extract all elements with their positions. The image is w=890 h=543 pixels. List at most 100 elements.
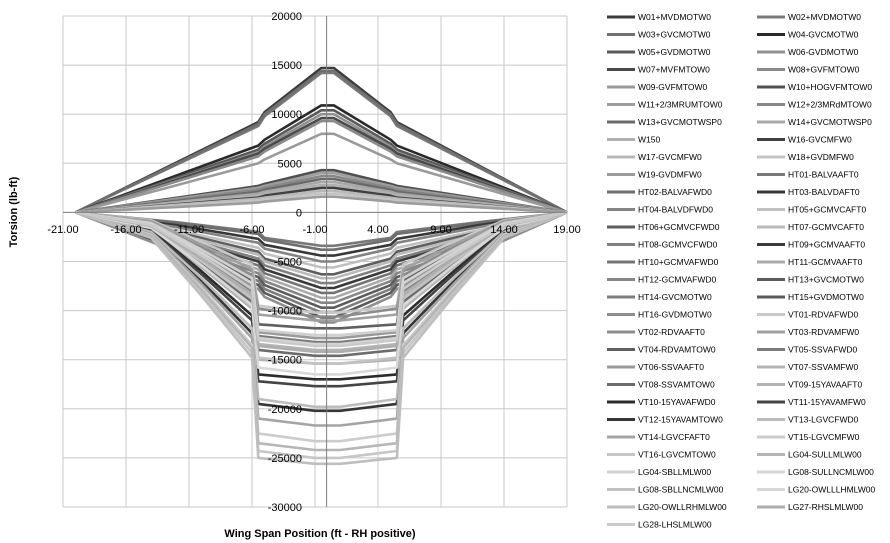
legend-entry: VT08-SSVAMTOW0 <box>638 380 715 390</box>
y-axis-title: Torsion (lb-ft) <box>8 176 20 247</box>
x-tick-label: -11.00 <box>174 224 204 236</box>
y-tick-label: 15000 <box>271 60 302 72</box>
legend-entry: W18+GVDMFW0 <box>788 152 854 162</box>
legend-entry: W02+MVDMOTW0 <box>788 12 861 22</box>
legend-entry: VT05-SSVAFWD0 <box>788 345 858 355</box>
legend-entry: HT03-BALVDAFT0 <box>788 187 860 197</box>
series-line <box>75 211 568 337</box>
x-tick-label: 14.00 <box>490 224 518 236</box>
axes <box>63 16 567 507</box>
y-tick-label: -5000 <box>274 257 302 269</box>
legend-entry: HT15+GVDMOTW0 <box>788 292 864 302</box>
y-tick-labels: -30000 -25000 -20000 -15000 -10000 -5000 0 5000… <box>268 11 302 514</box>
legend-entry: W13+GVCMOTWSP0 <box>638 117 722 127</box>
legend-entry: VT14-LGVCFAFT0 <box>638 432 710 442</box>
series-line <box>75 211 568 280</box>
legend-entry: HT07-GCMVCAFT0 <box>788 222 864 232</box>
y-tick-label: 10000 <box>271 109 302 121</box>
series-line <box>75 132 568 214</box>
y-tick-label: -10000 <box>268 306 302 318</box>
series-line <box>75 211 568 466</box>
y-tick-label: -30000 <box>268 502 302 514</box>
legend: W01+MVDMOTW0 W02+MVDMOTW0 W03+GVCMOTW0 W04-… <box>607 12 876 530</box>
x-tick-labels: -21.00 -16.00 -11.00 -6.00 -1.00 4.00 9.00 14.0… <box>47 224 580 236</box>
series-line <box>75 211 568 295</box>
legend-entry: VT13-LGVCFWD0 <box>788 415 859 425</box>
series-line <box>75 211 568 348</box>
series-line <box>75 211 568 409</box>
legend-entry: HT09+GCMVAAFT0 <box>788 240 865 250</box>
legend-entry: LG20-OWLLLHMLW00 <box>788 485 876 495</box>
legend-entry: HT14-GVCMOTW0 <box>638 292 712 302</box>
x-tick-label: -16.00 <box>110 224 141 236</box>
legend-entry: W05+GVDMOTW0 <box>638 47 711 57</box>
legend-entry: HT16-GVDMOTW0 <box>638 310 712 320</box>
legend-entry: HT12-GCMVAFWD0 <box>638 275 717 285</box>
x-tick-label: -6.00 <box>239 224 264 236</box>
legend-entry: W11+2/3MRUMTOW0 <box>638 100 723 110</box>
legend-entry: W10+HOGVFMTOW0 <box>788 82 872 92</box>
series-line <box>75 211 568 285</box>
legend-entry: LG04-SULLMLW00 <box>788 450 862 460</box>
series-line <box>75 211 568 318</box>
legend-entry: VT16-LGVCMTOW0 <box>638 450 716 460</box>
series-line <box>75 211 568 376</box>
series-line <box>75 211 568 358</box>
legend-entry: VT03-RDVAMFW0 <box>788 327 859 337</box>
legend-entry: W04-GVCMOTW0 <box>788 30 859 40</box>
series-line <box>75 168 568 214</box>
series-line <box>75 180 568 214</box>
y-tick-label: 0 <box>296 207 302 219</box>
series-line <box>75 186 568 214</box>
y-tick-label: -25000 <box>268 453 302 465</box>
x-axis-title: Wing Span Position (ft - RH positive) <box>224 528 416 540</box>
series-line <box>75 211 568 427</box>
series-line <box>75 211 568 381</box>
legend-entry: HT10+GCMVAFWD0 <box>638 257 719 267</box>
legend-entry: VT04-RDVAMTOW0 <box>638 345 716 355</box>
series-line <box>75 211 568 443</box>
legend-entry: VT01-RDVAFWD0 <box>788 310 858 320</box>
series-line <box>75 211 568 354</box>
series-line <box>75 119 568 214</box>
legend-entry: LG28-LHSLMLW00 <box>638 520 712 530</box>
series-line <box>75 174 568 214</box>
legend-entry: W12+2/3MRdMTOW0 <box>788 100 872 110</box>
legend-entry: LG08-SULLNCMLW00 <box>788 467 874 477</box>
series-line <box>75 69 568 214</box>
series-line <box>75 211 568 257</box>
y-tick-label: -20000 <box>268 404 302 416</box>
series-line <box>75 211 568 314</box>
series-lines <box>75 66 568 466</box>
legend-entry: HT02-BALVAFWD0 <box>638 187 712 197</box>
y-tick-label: -15000 <box>268 355 302 367</box>
legend-entry: VT09-15YAVAAFT0 <box>788 380 862 390</box>
legend-entry: W17-GVCMFW0 <box>638 152 702 162</box>
legend-entry: HT13+GVCMOTW0 <box>788 275 864 285</box>
legend-entry: HT06+GCMVCFWD0 <box>638 222 720 232</box>
legend-entry: W03+GVCMOTW0 <box>638 30 711 40</box>
series-line <box>75 116 568 214</box>
legend-entry: W06-GVDMOTW0 <box>788 47 859 57</box>
legend-entry: W08+GVFMTOW0 <box>788 65 860 75</box>
legend-entry: W14+GVCMOTWSP0 <box>788 117 872 127</box>
legend-entry: VT10-15YAVAFWD0 <box>638 397 716 407</box>
legend-entry: VT07-SSVAMFW0 <box>788 362 858 372</box>
legend-entry: W01+MVDMOTW0 <box>638 12 711 22</box>
x-tick-label: -21.00 <box>47 224 78 236</box>
x-tick-label: 9.00 <box>430 224 451 236</box>
legend-entry: VT15-LGVCMFW0 <box>788 432 860 442</box>
series-line <box>75 211 568 460</box>
legend-entry: VT02-RDVAAFT0 <box>638 327 705 337</box>
series-line <box>75 192 568 214</box>
y-tick-label: 5000 <box>278 158 302 170</box>
series-line <box>75 211 568 269</box>
series-line <box>75 211 568 251</box>
series-line <box>75 211 568 346</box>
legend-entry: LG04-SBLLMLW00 <box>638 467 711 477</box>
legend-entry: W07+MVFMTOW0 <box>638 65 710 75</box>
x-tick-label: 19.00 <box>553 224 581 236</box>
legend-entry: HT08-GCMVCFWD0 <box>638 240 718 250</box>
y-tick-label: 20000 <box>271 11 302 23</box>
series-line <box>75 195 568 214</box>
